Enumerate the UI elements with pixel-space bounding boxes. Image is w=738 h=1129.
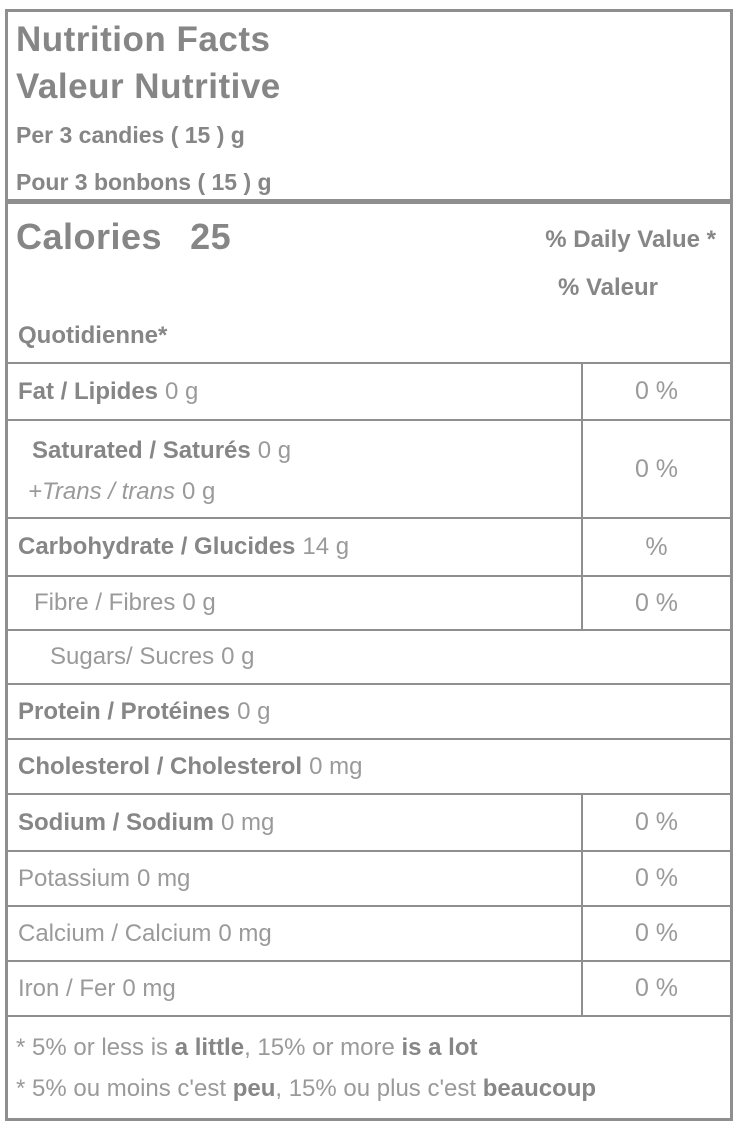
calories-value: 25 — [190, 216, 232, 257]
row-potassium-daily-value: 0 % — [581, 852, 730, 905]
nutrient-name: Carbohydrate / Glucides — [18, 533, 296, 560]
nutrient-name: Cholesterol / Cholesterol — [18, 752, 303, 780]
nutrient-amount: 0 g — [182, 589, 216, 616]
calories-section: Calories 25 % Daily Value * % Valeur Quo… — [8, 204, 730, 362]
row-sodium-label: Sodium / Sodium 0 mg — [8, 795, 581, 850]
trans-line: +Trans / trans 0 g — [8, 478, 581, 506]
row-sodium: Sodium / Sodium 0 mg 0 % — [8, 793, 730, 850]
footnote-emphasis: beaucoup — [482, 1075, 597, 1102]
footnote-emphasis: is a lot — [401, 1034, 478, 1061]
row-potassium-label: Potassium 0 mg — [8, 852, 581, 905]
row-iron: Iron / Fer 0 mg 0 % — [8, 960, 730, 1015]
serving-size-english: Per 3 candies ( 15 ) g — [16, 122, 245, 148]
footnotes: * 5% or less is a little, 15% or more is… — [8, 1015, 730, 1118]
nutrient-amount: 0 mg — [137, 864, 191, 892]
nutrient-amount: 0 g — [181, 478, 216, 505]
row-sodium-daily-value: 0 % — [581, 795, 730, 850]
row-calcium: Calcium / Calcium 0 mg 0 % — [8, 905, 730, 960]
row-saturated-trans-labels: Saturated / Saturés 0 g +Trans / trans 0… — [8, 421, 581, 517]
row-fibre-daily-value: 0 % — [581, 577, 730, 629]
row-sugars-label: Sugars/ Sucres 0 g — [8, 631, 730, 683]
footnote-emphasis: a little — [174, 1034, 245, 1061]
nutrient-name: Iron / Fer — [18, 974, 116, 1002]
nutrient-amount: 0 g — [221, 643, 255, 670]
nutrient-amount: 0 mg — [122, 974, 176, 1002]
nutrient-amount: 0 g — [165, 377, 199, 405]
nutrient-name: Fat / Lipides — [18, 377, 159, 405]
footnote-french: * 5% ou moins c'est peu, 15% ou plus c'e… — [16, 1068, 720, 1109]
nutrient-amount: 0 mg — [309, 752, 363, 780]
label-header: Nutrition Facts Valeur Nutritive Per 3 c… — [8, 12, 730, 204]
title-english: Nutrition Facts — [16, 20, 271, 59]
daily-value-heading-french-line2: Quotidienne* — [18, 322, 168, 349]
nutrient-name: Protein / Protéines — [18, 697, 231, 725]
footnote-text: , 15% or more — [244, 1034, 402, 1061]
row-protein: Protein / Protéines 0 g — [8, 683, 730, 738]
nutrient-amount: 0 mg — [221, 808, 275, 836]
row-iron-daily-value: 0 % — [581, 962, 730, 1015]
row-sugars: Sugars/ Sucres 0 g — [8, 629, 730, 683]
footnote-text: * 5% ou moins c'est — [16, 1075, 233, 1102]
nutrient-name: Calcium / Calcium — [18, 919, 212, 947]
nutrient-name: Fibre / Fibres — [34, 589, 176, 616]
nutrient-name: Sugars/ Sucres — [50, 643, 215, 670]
row-carbohydrate-daily-value: % — [581, 519, 730, 575]
footnote-text: * 5% or less is — [16, 1034, 175, 1061]
row-iron-label: Iron / Fer 0 mg — [8, 962, 581, 1015]
saturated-line: Saturated / Saturés 0 g — [8, 437, 581, 465]
footnote-emphasis: peu — [232, 1075, 276, 1102]
serving-size-french: Pour 3 bonbons ( 15 ) g — [16, 169, 272, 195]
nutrient-amount: 14 g — [302, 533, 350, 560]
nutrient-amount: 0 mg — [218, 919, 272, 947]
row-potassium: Potassium 0 mg 0 % — [8, 850, 730, 905]
row-saturated-daily-value: 0 % — [581, 421, 730, 517]
footnote-english: * 5% or less is a little, 15% or more is… — [16, 1027, 720, 1068]
row-calcium-label: Calcium / Calcium 0 mg — [8, 907, 581, 960]
nutrient-amount: 0 g — [257, 437, 292, 464]
row-fibre-label: Fibre / Fibres 0 g — [8, 577, 581, 629]
daily-value-heading-french-line1: % Valeur — [557, 274, 658, 301]
calories-group: Calories 25 — [16, 216, 231, 258]
row-fat-daily-value: 0 % — [581, 364, 730, 419]
nutrient-name: Sodium / Sodium — [18, 808, 214, 836]
row-calcium-daily-value: 0 % — [581, 907, 730, 960]
calories-label: Calories — [16, 216, 163, 257]
row-fat: Fat / Lipides 0 g 0 % — [8, 362, 730, 419]
daily-value-heading-english: % Daily Value * — [545, 226, 716, 253]
nutrient-amount: 0 g — [237, 697, 271, 725]
row-cholesterol-label: Cholesterol / Cholesterol 0 mg — [8, 740, 730, 793]
row-fibre: Fibre / Fibres 0 g 0 % — [8, 575, 730, 629]
title-french: Valeur Nutritive — [16, 67, 281, 106]
row-carbohydrate-label: Carbohydrate / Glucides 14 g — [8, 519, 581, 575]
calories-line: Calories 25 % Daily Value * — [16, 204, 722, 258]
row-fat-label: Fat / Lipides 0 g — [8, 364, 581, 419]
nutrient-name: +Trans / trans — [28, 478, 175, 505]
nutrient-name: Potassium — [18, 864, 131, 892]
row-cholesterol: Cholesterol / Cholesterol 0 mg — [8, 738, 730, 793]
nutrition-facts-label: Nutrition Facts Valeur Nutritive Per 3 c… — [5, 9, 733, 1121]
row-protein-label: Protein / Protéines 0 g — [8, 685, 730, 738]
nutrient-name: Saturated / Saturés — [32, 437, 251, 464]
row-saturated-trans: Saturated / Saturés 0 g +Trans / trans 0… — [8, 419, 730, 517]
footnote-text: , 15% ou plus c'est — [275, 1075, 483, 1102]
row-carbohydrate: Carbohydrate / Glucides 14 g % — [8, 517, 730, 575]
